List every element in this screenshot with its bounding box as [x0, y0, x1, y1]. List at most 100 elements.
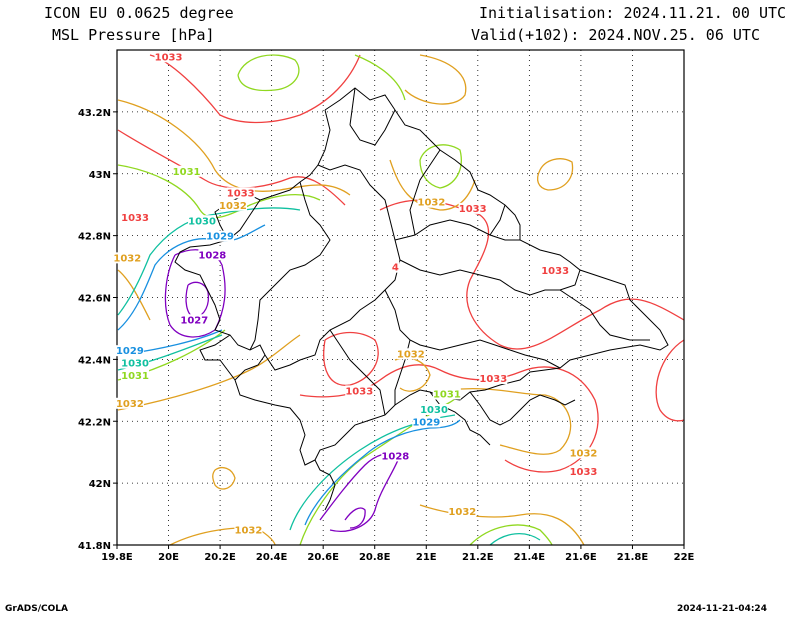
- isobar-1027: [344, 507, 366, 529]
- isobar-1032: [117, 99, 351, 196]
- contour-label-bg: [226, 187, 255, 199]
- isobar-1031: [354, 54, 406, 101]
- lon-tick-label: 21.2E: [462, 552, 494, 563]
- contour-label-bg: [154, 51, 183, 63]
- init-time: Initialisation: 2024.11.21. 00 UTC: [479, 4, 787, 22]
- contour-label-bg: [115, 345, 144, 357]
- isobar-1032: [449, 387, 572, 455]
- isobar-1032: [404, 54, 467, 105]
- isobar-1033: [149, 54, 361, 124]
- isobar-1031: [469, 524, 553, 546]
- lon-tick-label: 21.6E: [565, 552, 597, 563]
- contour-label-bg: [381, 450, 410, 462]
- border-line: [349, 109, 396, 146]
- contour-label: 1033: [227, 188, 255, 199]
- contour-label: 1031: [173, 167, 201, 178]
- borders: [174, 87, 669, 511]
- lon-tick-label: 20E: [158, 552, 179, 563]
- lat-tick-label: 42.2N: [78, 417, 111, 428]
- border-line: [329, 329, 386, 416]
- isobar-1028: [319, 452, 401, 532]
- lat-tick-label: 42.6N: [78, 294, 111, 305]
- border-line: [349, 87, 356, 126]
- contour-label: 1028: [381, 451, 409, 462]
- lon-axis: 19.8E 20E 20.2E 20.4E 20.6E 20.8E 21E 21.2E 21.4…: [101, 545, 695, 563]
- contour-label: 1033: [570, 467, 598, 478]
- isobar-1027: [185, 281, 210, 319]
- model-title: ICON EU 0.0625 degree: [44, 4, 234, 22]
- contour-label-bg: [391, 261, 400, 273]
- contour-label-bg: [115, 397, 144, 409]
- contour-label: 1030: [188, 216, 216, 227]
- lat-tick-label: 42N: [89, 479, 111, 490]
- contour-label-bg: [172, 165, 201, 177]
- contour-label-bg: [417, 196, 446, 208]
- contour-label-bg: [448, 506, 477, 518]
- contour-label-bg: [121, 212, 150, 224]
- lon-tick-label: 19.8E: [101, 552, 133, 563]
- isobars: [117, 54, 685, 546]
- isobar-1031: [419, 144, 462, 189]
- lon-tick-label: 20.2E: [204, 552, 236, 563]
- contour-label-bg: [458, 202, 487, 214]
- lon-tick-label: 21.4E: [514, 552, 546, 563]
- contour-label: 1032: [219, 201, 247, 212]
- border-line: [249, 181, 331, 351]
- contour-label: 1029: [116, 346, 144, 357]
- lat-tick-label: 42.4N: [78, 355, 111, 366]
- contour-label-bg: [218, 199, 247, 211]
- isobar-1032: [117, 334, 301, 411]
- isobar-1032: [419, 504, 585, 546]
- contour-label: 1028: [198, 250, 226, 261]
- isobar-1032: [389, 159, 476, 211]
- isobar-1030: [489, 533, 541, 546]
- border-line: [559, 269, 581, 291]
- isobar-1033: [299, 364, 599, 473]
- contour-label: 1032: [397, 349, 425, 360]
- contour-label-bg: [206, 230, 235, 242]
- contour-label-bg: [412, 416, 441, 428]
- render-timestamp: 2024-11-21-04:24: [677, 604, 767, 614]
- grads-credit: GrADS/COLA: [5, 604, 68, 614]
- contour-label: 1027: [180, 315, 208, 326]
- contour-label-bg: [569, 465, 598, 477]
- lon-tick-label: 21E: [416, 552, 437, 563]
- valid-time: Valid(+102): 2024.NOV.25. 06 UTC: [471, 26, 760, 44]
- contour-label-bg: [432, 388, 461, 400]
- border-line: [469, 391, 576, 426]
- border-line: [174, 109, 331, 466]
- contour-label: 1032: [235, 526, 263, 537]
- isobar-1032: [117, 269, 151, 321]
- contour-label-bg: [188, 215, 217, 227]
- contour-label: 1033: [345, 386, 373, 397]
- contour-label: 1033: [155, 52, 183, 63]
- contour-label-bg: [569, 447, 598, 459]
- contour-label: 1033: [479, 374, 507, 385]
- contour-label-bg: [198, 249, 227, 261]
- contour-label-bg: [345, 385, 374, 397]
- isobar-1033: [655, 339, 685, 422]
- border-line: [409, 149, 441, 236]
- contour-label-bg: [180, 314, 209, 326]
- lat-tick-label: 43.2N: [78, 108, 111, 119]
- lon-tick-label: 20.6E: [307, 552, 339, 563]
- border-line: [489, 204, 506, 236]
- isobar-1029: [117, 224, 266, 331]
- contour-label: 1033: [121, 213, 149, 224]
- contour-label: 1029: [206, 232, 234, 243]
- lat-tick-label: 41.8N: [78, 541, 111, 552]
- isobar-1032: [212, 467, 236, 490]
- contour-label: 1032: [116, 399, 144, 410]
- contour-label: 4: [392, 263, 399, 274]
- lon-tick-label: 20.8E: [359, 552, 391, 563]
- variable-title: MSL Pressure [hPa]: [52, 26, 215, 44]
- contour-label: 1033: [459, 204, 487, 215]
- lat-axis: 43.2N 43N 42.8N 42.6N 42.4N 42.2N 42N 41.8N: [78, 108, 117, 552]
- border-line: [394, 219, 520, 241]
- lat-tick-label: 43N: [89, 170, 111, 181]
- contour-label: 1029: [412, 417, 440, 428]
- contour-label: 1030: [420, 405, 448, 416]
- border-line: [384, 289, 561, 369]
